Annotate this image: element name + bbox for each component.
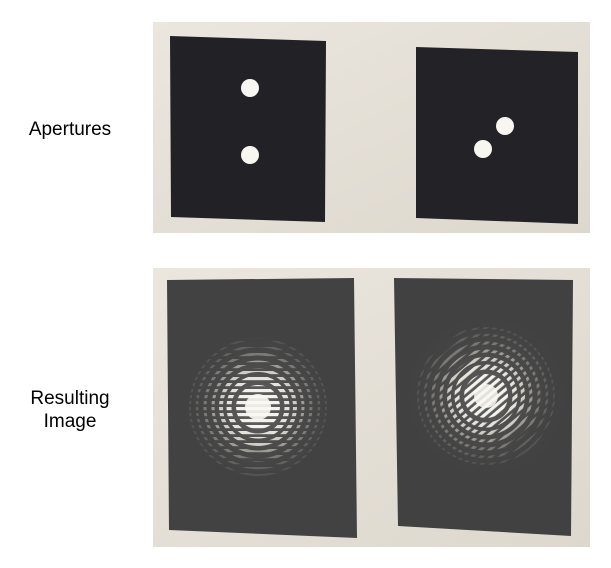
resulting-image-label: Resulting Image xyxy=(0,387,140,433)
resulting-image-photo-svg xyxy=(153,268,590,547)
apertures-label-text: Apertures xyxy=(28,119,112,140)
aperture-hole xyxy=(496,117,514,135)
resulting-image-label-line2: Image xyxy=(43,411,97,432)
aperture-hole xyxy=(241,79,259,97)
aperture-card-vertical xyxy=(170,36,326,222)
apertures-photo-svg xyxy=(153,22,590,233)
resulting-image-label-line1: Resulting xyxy=(30,388,110,409)
aperture-hole xyxy=(241,146,259,164)
diffraction-pattern-diagonal xyxy=(418,328,554,464)
diffraction-pattern-horizontal xyxy=(190,339,326,475)
apertures-photo xyxy=(153,22,590,233)
aperture-hole xyxy=(474,140,492,158)
apertures-label: Apertures xyxy=(0,118,140,141)
aperture-card-diagonal xyxy=(416,47,578,224)
resulting-image-photo xyxy=(153,268,590,547)
